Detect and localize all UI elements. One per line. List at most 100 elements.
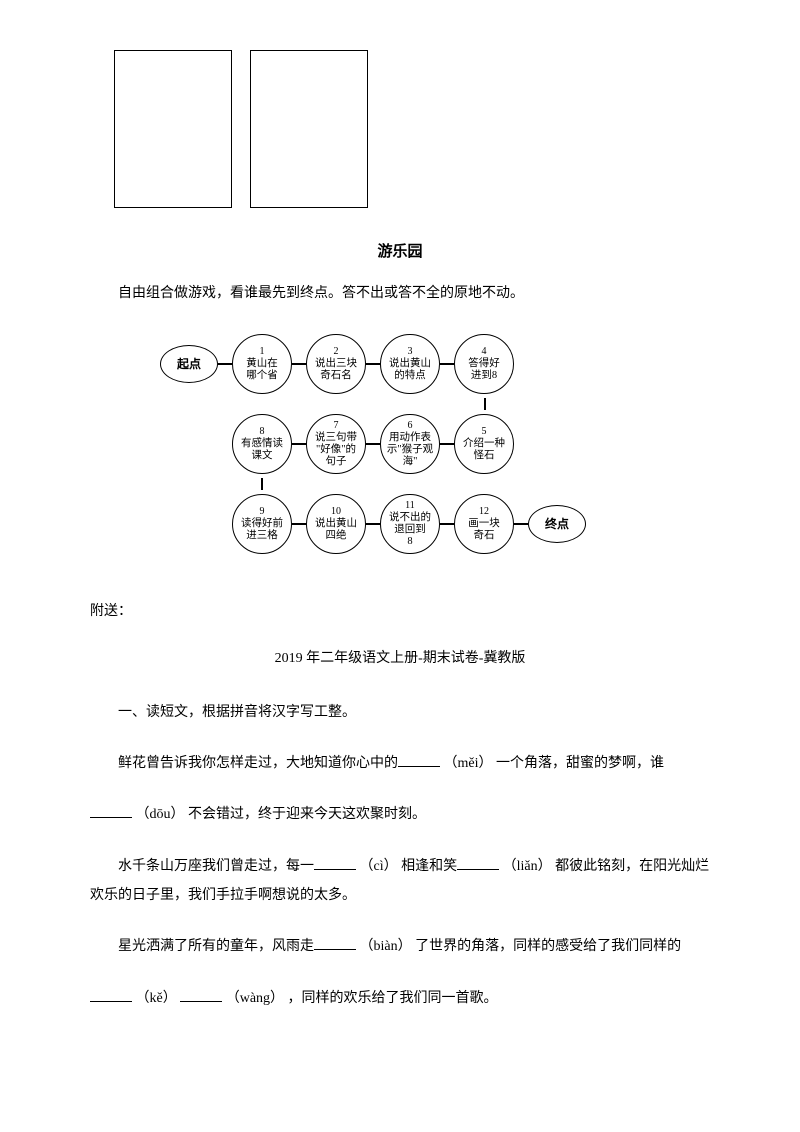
- game-row-1: 起点 1 黄山在 哪个省 2 说出三块 奇石名 3 说出黄山 的特点 4 答得好…: [160, 329, 640, 399]
- text: 不会错过，终于迎来今天这欢聚时刻。: [188, 807, 426, 822]
- fill-blank[interactable]: [457, 856, 499, 870]
- question-heading: 一、读短文，根据拼音将汉字写工整。: [90, 700, 710, 727]
- connector: [366, 523, 380, 525]
- node-text: 怪石: [474, 450, 495, 462]
- answer-boxes: [114, 50, 710, 208]
- fill-blank[interactable]: [314, 856, 356, 870]
- node-num: 10: [331, 507, 341, 517]
- node-text: 退回到: [394, 524, 426, 536]
- node-text: 说出黄山: [389, 358, 431, 370]
- node-num: 11: [405, 501, 415, 511]
- node-text: 画一块: [468, 518, 500, 530]
- node-num: 9: [260, 507, 265, 517]
- node-7: 7 说三句带 "好像"的 句子: [306, 414, 366, 474]
- fill-blank[interactable]: [314, 936, 356, 950]
- node-text: 说不出的: [389, 512, 431, 524]
- game-row-2: 8 有感情读 课文 7 说三句带 "好像"的 句子 6 用动作表 示"猴子观 海…: [160, 409, 640, 479]
- game-board: 起点 1 黄山在 哪个省 2 说出三块 奇石名 3 说出黄山 的特点 4 答得好…: [160, 329, 640, 559]
- node-text: 课文: [252, 450, 273, 462]
- node-num: 12: [479, 507, 489, 517]
- connector: [514, 523, 528, 525]
- connector: [366, 443, 380, 445]
- node-text: 奇石名: [320, 370, 352, 382]
- node-text: 有感情读: [241, 438, 283, 450]
- connector: [292, 443, 306, 445]
- connector: [440, 443, 454, 445]
- appendix-label: 附送：: [90, 599, 710, 626]
- node-11: 11 说不出的 退回到 8: [380, 494, 440, 554]
- text: 了世界的角落，同样的感受给了我们同样的: [415, 939, 681, 954]
- node-num: 3: [408, 347, 413, 357]
- pinyin: （wàng）: [226, 991, 284, 1006]
- pinyin: （kě）: [136, 991, 177, 1006]
- pinyin: （liǎn）: [503, 859, 552, 874]
- answer-box-1: [114, 50, 232, 208]
- node-num: 2: [334, 347, 339, 357]
- node-text: 答得好: [468, 358, 500, 370]
- node-num: 5: [482, 427, 487, 437]
- text: 鲜花曾告诉我你怎样走过，大地知道你心中的: [118, 756, 398, 771]
- playground-intro: 自由组合做游戏，看谁最先到终点。答不出或答不全的原地不动。: [90, 281, 710, 308]
- node-6: 6 用动作表 示"猴子观 海": [380, 414, 440, 474]
- node-text: 说出三块: [315, 358, 357, 370]
- node-4: 4 答得好 进到8: [454, 334, 514, 394]
- node-num: 8: [260, 427, 265, 437]
- connector: [261, 478, 263, 490]
- text: 一个角落，甜蜜的梦啊，谁: [496, 756, 664, 771]
- node-text: 读得好前: [241, 518, 283, 530]
- fill-blank[interactable]: [90, 804, 132, 818]
- fill-blank[interactable]: [398, 753, 440, 767]
- node-text: 哪个省: [246, 370, 278, 382]
- text: 星光洒满了所有的童年，风雨走: [118, 939, 314, 954]
- pinyin: （biàn）: [360, 939, 412, 954]
- node-text: 进到8: [471, 370, 497, 382]
- connector: [484, 398, 486, 410]
- node-text: 黄山在: [246, 358, 278, 370]
- node-num: 4: [482, 347, 487, 357]
- node-text: 示"猴子观: [387, 444, 433, 456]
- fill-blank[interactable]: [180, 988, 222, 1002]
- node-5: 5 介绍一种 怪石: [454, 414, 514, 474]
- node-text: 奇石: [474, 530, 495, 542]
- fill-blank[interactable]: [90, 988, 132, 1002]
- paragraph-3: 星光洒满了所有的童年，风雨走 （biàn） 了世界的角落，同样的感受给了我们同样…: [90, 932, 710, 961]
- exam-title: 2019 年二年级语文上册-期末试卷-冀教版: [90, 646, 710, 673]
- node-9: 9 读得好前 进三格: [232, 494, 292, 554]
- paragraph-3-cont: （kě） （wàng） ，同样的欢乐给了我们同一首歌。: [90, 984, 710, 1013]
- connector: [440, 363, 454, 365]
- node-text: 海": [403, 456, 418, 468]
- start-node: 起点: [160, 345, 218, 383]
- answer-box-2: [250, 50, 368, 208]
- connector: [218, 363, 232, 365]
- node-text: 8: [407, 536, 412, 548]
- node-text: "好像"的: [316, 444, 356, 456]
- text: 相逢和笑: [401, 859, 457, 874]
- node-text: 用动作表: [389, 432, 431, 444]
- text: 水千条山万座我们曾走过，每一: [118, 859, 314, 874]
- paragraph-1: 鲜花曾告诉我你怎样走过，大地知道你心中的 （měi） 一个角落，甜蜜的梦啊，谁: [90, 749, 710, 778]
- text: ，同样的欢乐给了我们同一首歌。: [288, 991, 498, 1006]
- pinyin: （měi）: [444, 756, 493, 771]
- node-text: 说三句带: [315, 432, 357, 444]
- paragraph-1-cont: （dōu） 不会错过，终于迎来今天这欢聚时刻。: [90, 800, 710, 829]
- node-text: 四绝: [326, 530, 347, 542]
- end-node: 终点: [528, 505, 586, 543]
- pinyin: （dōu）: [136, 807, 185, 822]
- node-10: 10 说出黄山 四绝: [306, 494, 366, 554]
- connector: [440, 523, 454, 525]
- node-text: 介绍一种: [463, 438, 505, 450]
- node-2: 2 说出三块 奇石名: [306, 334, 366, 394]
- pinyin: （cì）: [360, 859, 398, 874]
- game-row-3: 9 读得好前 进三格 10 说出黄山 四绝 11 说不出的 退回到 8 12 画…: [160, 489, 640, 559]
- connector: [366, 363, 380, 365]
- node-num: 7: [334, 421, 339, 431]
- node-num: 6: [408, 421, 413, 431]
- node-8: 8 有感情读 课文: [232, 414, 292, 474]
- node-text: 说出黄山: [315, 518, 357, 530]
- playground-title: 游乐园: [90, 238, 710, 267]
- node-text: 句子: [326, 456, 347, 468]
- connector: [292, 523, 306, 525]
- node-text: 进三格: [246, 530, 278, 542]
- node-12: 12 画一块 奇石: [454, 494, 514, 554]
- paragraph-2: 水千条山万座我们曾走过，每一 （cì） 相逢和笑 （liǎn） 都彼此铭刻，在阳…: [90, 852, 710, 911]
